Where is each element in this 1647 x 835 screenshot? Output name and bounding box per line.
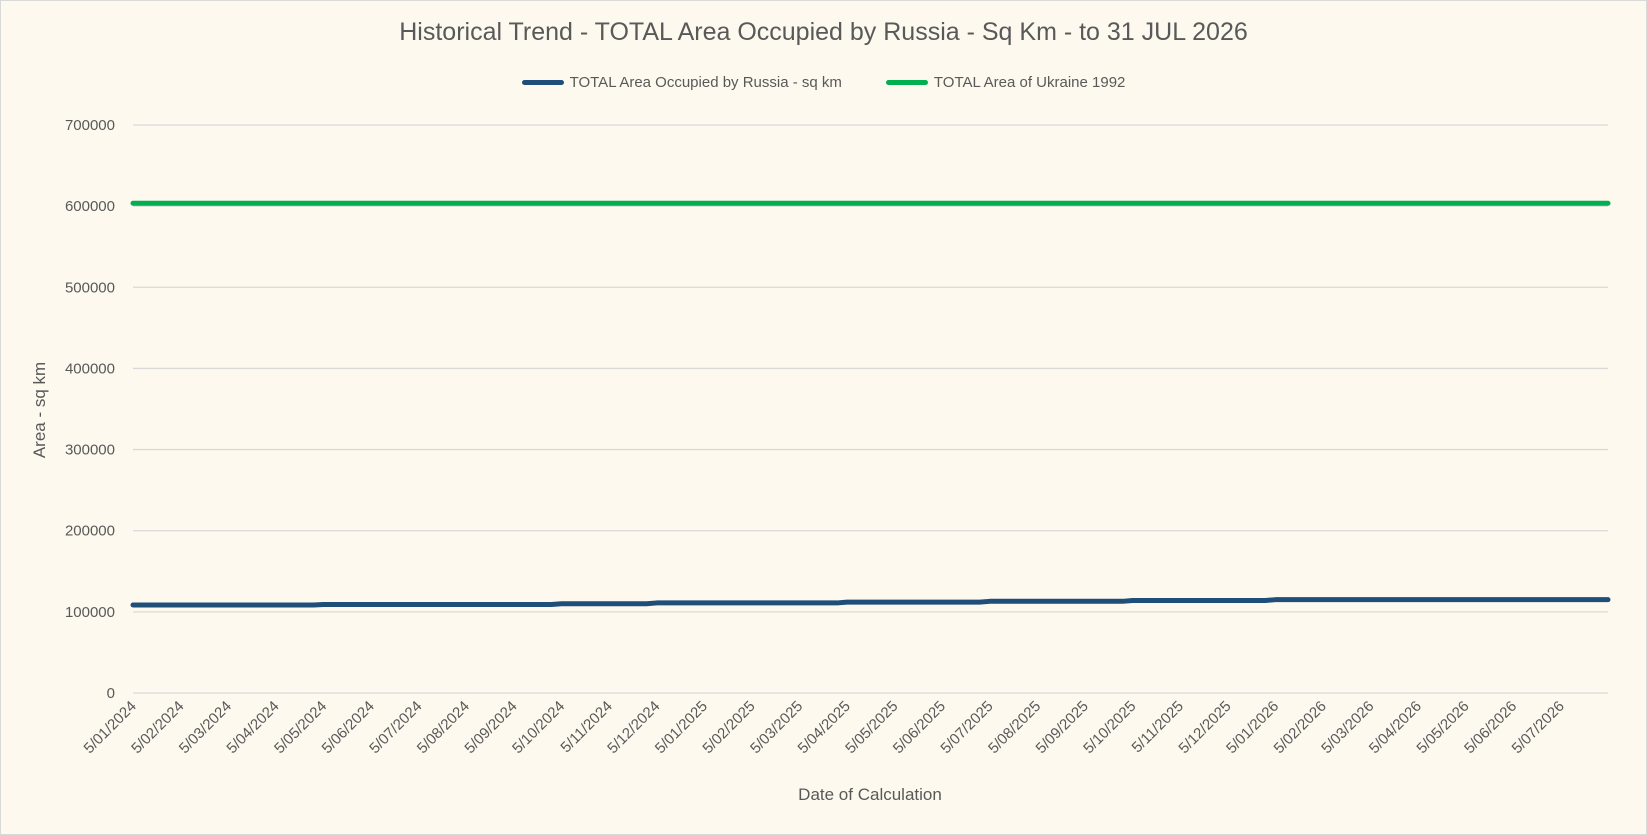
legend-swatch-occupied <box>521 80 564 85</box>
legend-swatch-ukraine <box>885 80 928 85</box>
y-tick-label: 700000 <box>65 117 115 134</box>
y-axis-label: Area - sq km <box>30 361 49 459</box>
y-tick-label: 400000 <box>65 360 115 377</box>
y-tick-label: 0 <box>107 685 115 702</box>
y-tick-label: 600000 <box>65 198 115 215</box>
x-tick-label: 5/10/2025 <box>1080 698 1139 757</box>
y-tick-label: 500000 <box>65 279 115 296</box>
legend-label-occupied: TOTAL Area Occupied by Russia - sq km <box>569 74 842 91</box>
legend: TOTAL Area Occupied by Russia - sq km TO… <box>0 74 1647 91</box>
y-tick-label: 300000 <box>65 442 115 459</box>
series-line-occupied <box>130 597 1611 608</box>
y-tick-label: 200000 <box>65 523 115 540</box>
x-axis-label: Date of Calculation <box>798 785 942 804</box>
legend-item-ukraine: TOTAL Area of Ukraine 1992 <box>885 74 1126 91</box>
x-tick-label: 5/10/2024 <box>509 698 568 757</box>
x-tick-label: 5/07/2026 <box>1509 698 1568 757</box>
chart-title: Historical Trend - TOTAL Area Occupied b… <box>399 18 1248 46</box>
legend-item-occupied: TOTAL Area Occupied by Russia - sq km <box>521 74 842 91</box>
y-tick-label: 100000 <box>65 604 115 621</box>
legend-label-ukraine: TOTAL Area of Ukraine 1992 <box>933 74 1126 91</box>
